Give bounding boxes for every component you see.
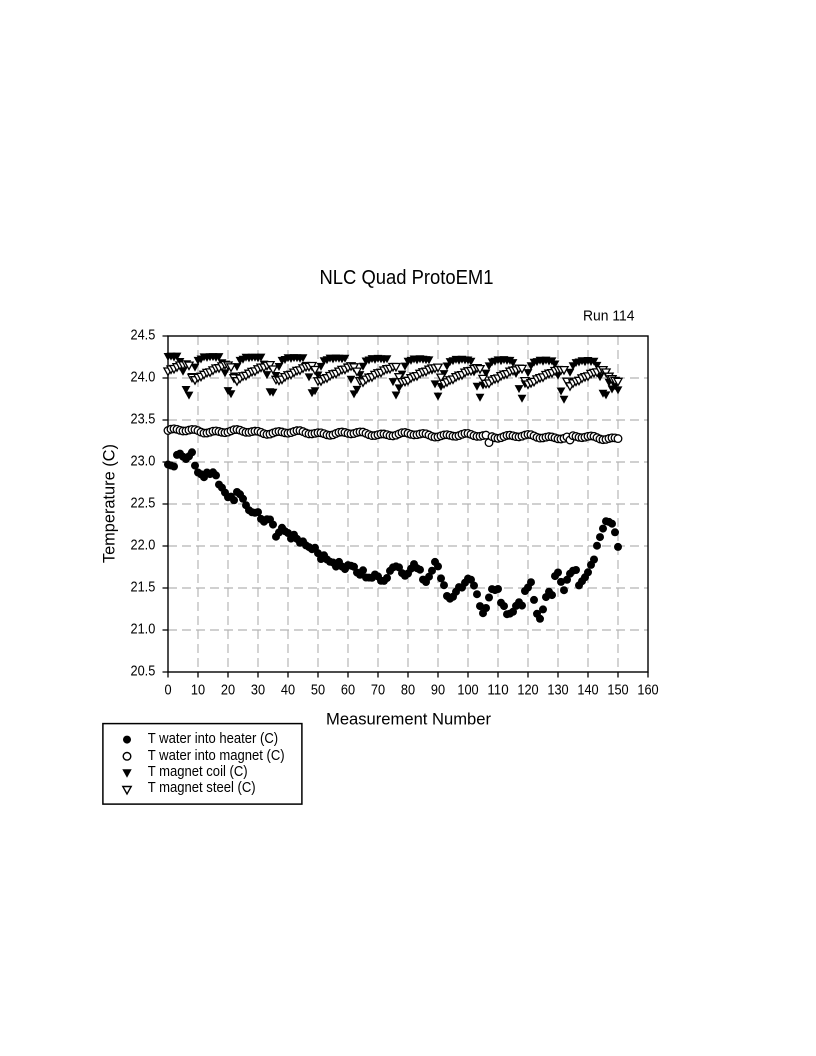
svg-text:70: 70 bbox=[371, 683, 385, 699]
svg-text:T magnet coil (C): T magnet coil (C) bbox=[148, 764, 248, 780]
svg-text:21.5: 21.5 bbox=[131, 580, 156, 596]
svg-text:Run 114: Run 114 bbox=[583, 308, 635, 325]
svg-text:21.0: 21.0 bbox=[131, 622, 156, 638]
svg-text:80: 80 bbox=[401, 683, 415, 699]
svg-text:22.5: 22.5 bbox=[131, 496, 156, 512]
svg-text:90: 90 bbox=[431, 683, 445, 699]
svg-text:150: 150 bbox=[607, 683, 628, 699]
svg-text:0: 0 bbox=[164, 683, 171, 699]
svg-text:23.0: 23.0 bbox=[131, 454, 156, 470]
svg-text:24.5: 24.5 bbox=[131, 328, 156, 344]
svg-text:100: 100 bbox=[457, 683, 478, 699]
svg-text:160: 160 bbox=[637, 683, 658, 699]
svg-text:130: 130 bbox=[547, 683, 568, 699]
svg-text:10: 10 bbox=[191, 683, 205, 699]
svg-text:50: 50 bbox=[311, 683, 325, 699]
svg-text:110: 110 bbox=[487, 683, 508, 699]
svg-text:Temperature (C): Temperature (C) bbox=[100, 444, 119, 563]
svg-text:23.5: 23.5 bbox=[131, 412, 156, 428]
svg-text:60: 60 bbox=[341, 683, 355, 699]
svg-text:20: 20 bbox=[221, 683, 235, 699]
svg-text:T magnet steel (C): T magnet steel (C) bbox=[148, 780, 256, 796]
svg-text:T water into magnet (C): T water into magnet (C) bbox=[148, 748, 285, 764]
svg-text:24.0: 24.0 bbox=[131, 370, 156, 386]
svg-text:Measurement Number: Measurement Number bbox=[326, 710, 491, 729]
svg-text:40: 40 bbox=[281, 683, 295, 699]
svg-text:30: 30 bbox=[251, 683, 265, 699]
svg-text:22.0: 22.0 bbox=[131, 538, 156, 554]
svg-text:NLC Quad ProtoEM1: NLC Quad ProtoEM1 bbox=[320, 267, 494, 289]
svg-text:T water into heater (C): T water into heater (C) bbox=[148, 731, 278, 747]
svg-text:140: 140 bbox=[577, 683, 598, 699]
svg-text:20.5: 20.5 bbox=[131, 664, 156, 680]
svg-text:120: 120 bbox=[517, 683, 538, 699]
